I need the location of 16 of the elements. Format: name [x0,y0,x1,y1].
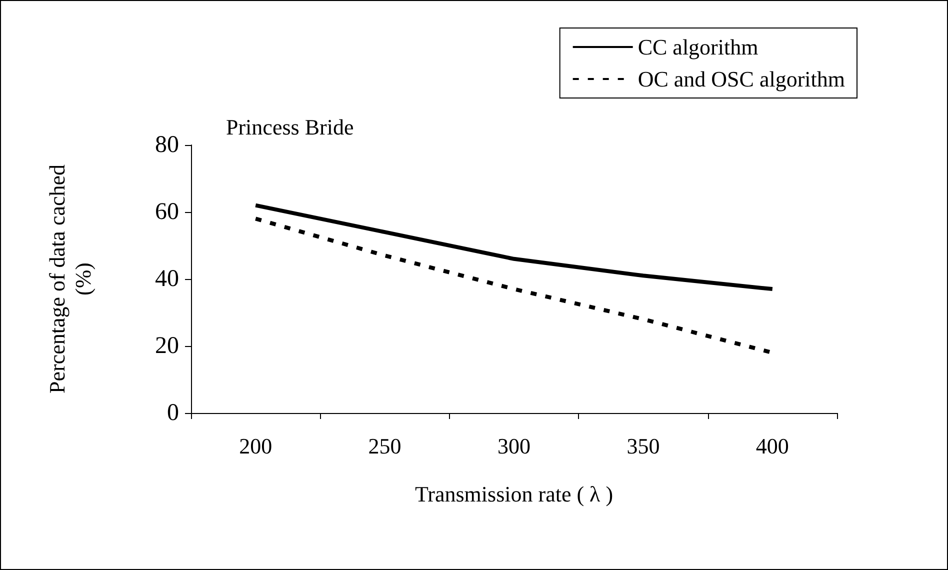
y-tick-label: 80 [155,132,179,158]
line-series [254,203,774,292]
x-axis-title: Transmission rate ( λ ) [414,482,614,506]
x-tick-label: 250 [368,434,402,458]
y-tick-label: 40 [155,266,179,292]
legend-label: CC algorithm [638,34,758,60]
x-tick-label: 300 [498,434,530,458]
y-tick-label: 60 [155,199,179,225]
legend-label: OC and OSC algorithm [638,66,846,92]
y-tick-label: 0 [167,400,179,426]
x-tick-label: 350 [626,434,660,458]
x-tick-label: 200 [239,434,272,458]
x-tick-label: 400 [756,434,789,458]
y-axis-title: Percentage of data cached (%) [44,164,96,394]
text: Princess Bride [226,114,354,140]
y-tick-label: 20 [155,333,179,359]
